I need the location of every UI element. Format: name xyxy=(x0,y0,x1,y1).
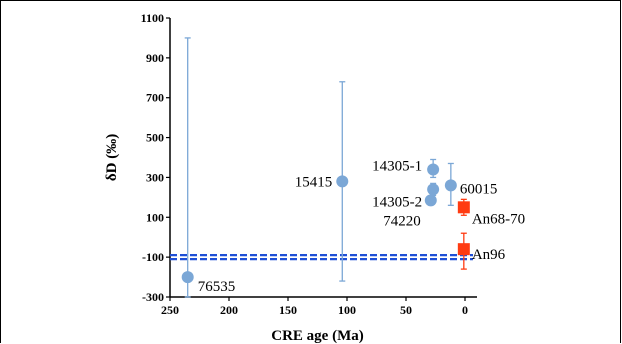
point-labels: 76535 15415 14305-1 14305-2 74220 60015 An68-7… xyxy=(198,158,525,295)
data-point-circle xyxy=(427,183,440,196)
x-tick-label: 0 xyxy=(462,303,468,317)
point-label: 14305-2 xyxy=(372,194,422,210)
point-label: 15415 xyxy=(295,174,333,190)
x-tick-label: 150 xyxy=(279,303,297,317)
y-tick-label: 900 xyxy=(146,51,164,65)
data-point-circle xyxy=(336,175,349,188)
x-tick-label: 100 xyxy=(338,303,356,317)
data-point-circle xyxy=(427,163,440,176)
y-axis-title: δD (‰) xyxy=(104,134,120,181)
axes xyxy=(166,17,477,301)
point-label: 74220 xyxy=(383,213,421,229)
x-axis-title: CRE age (Ma) xyxy=(271,328,363,344)
data-point-circle xyxy=(444,179,457,192)
y-tick-label: 1100 xyxy=(141,11,164,25)
x-tick-label: 50 xyxy=(400,303,412,317)
x-tick-label: 250 xyxy=(161,303,179,317)
y-tick-label: 100 xyxy=(146,210,164,224)
point-label: An68-70 xyxy=(472,211,525,227)
point-label: An96 xyxy=(472,247,506,263)
y-tick-label: -300 xyxy=(142,290,164,304)
y-tick-label: 300 xyxy=(146,170,164,184)
point-label: 60015 xyxy=(460,181,498,197)
point-label: 76535 xyxy=(198,279,236,295)
data-point-circle xyxy=(424,194,437,207)
data-point-square xyxy=(457,201,470,214)
x-tick-label: 200 xyxy=(220,303,238,317)
data-markers xyxy=(181,163,470,284)
data-point-circle xyxy=(181,271,194,284)
point-label: 14305-1 xyxy=(372,158,422,174)
data-point-square xyxy=(457,243,470,256)
y-tick-label: -100 xyxy=(142,250,164,264)
y-tick-label: 700 xyxy=(146,91,164,105)
y-tick-label: 500 xyxy=(146,131,164,145)
reference-lines xyxy=(170,254,473,261)
